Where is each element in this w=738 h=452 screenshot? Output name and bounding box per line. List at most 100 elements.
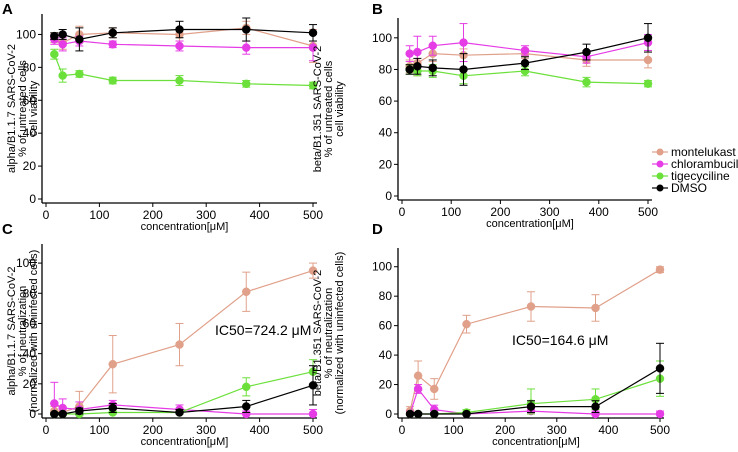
panel-letter: D — [372, 221, 383, 238]
legend-label: montelukast — [671, 145, 736, 159]
x-tick-label: 100 — [441, 205, 461, 219]
data-point — [175, 340, 184, 349]
x-tick-label: 200 — [495, 423, 515, 437]
x-tick-label: 500 — [303, 208, 323, 222]
y-axis-label-line: beta/B1.351 SARS-CoV-2 — [312, 270, 324, 397]
data-point — [413, 47, 422, 57]
data-point — [643, 79, 653, 88]
series-chlorambucil — [405, 23, 653, 69]
series-line — [410, 378, 661, 415]
data-point — [591, 402, 600, 411]
data-point — [50, 49, 59, 59]
x-tick-label: 400 — [598, 423, 618, 437]
data-point — [308, 381, 318, 390]
x-tick-label: 500 — [650, 423, 670, 437]
data-point — [582, 77, 591, 87]
series-montelukast — [405, 265, 665, 416]
y-tick-label: 40 — [23, 347, 37, 361]
x-tick-label: 100 — [444, 423, 464, 437]
y-tick-label: 60 — [23, 93, 37, 107]
data-point — [526, 302, 536, 311]
y-tick-label: 20 — [23, 377, 37, 391]
y-axis-label-line: alpha/B1.1.7 SARS-CoV-2 — [6, 266, 18, 395]
panel-a: A 0 100 200 300 400 500 0 20 40 60 80 100 concentrati… — [2, 1, 323, 233]
y-axis-label-line: beta/B1.351 SARS-CoV-2 — [312, 46, 324, 173]
x-axis-label: concentration[μM] — [141, 221, 229, 233]
data-point — [308, 409, 318, 419]
data-point — [108, 403, 117, 413]
data-point — [520, 58, 530, 68]
panel-letter: C — [2, 221, 13, 238]
legend-marker — [656, 184, 664, 192]
x-tick-label: 300 — [196, 208, 216, 222]
y-tick-label: 20 — [23, 159, 37, 173]
data-point — [58, 30, 67, 39]
data-point — [413, 384, 423, 394]
data-point — [413, 409, 423, 419]
data-point — [655, 364, 665, 373]
data-point — [108, 76, 117, 85]
data-point — [462, 409, 471, 419]
data-point — [413, 62, 422, 71]
data-point — [242, 25, 251, 34]
data-point — [428, 41, 437, 50]
data-point — [108, 359, 117, 369]
data-point — [308, 43, 318, 52]
y-tick-label: 80 — [379, 62, 393, 76]
x-tick-label: 100 — [89, 423, 109, 437]
data-point — [308, 266, 318, 275]
series-dmso — [405, 23, 653, 86]
data-point — [242, 79, 251, 89]
legend-marker — [656, 148, 664, 156]
series-chlorambucil — [50, 33, 318, 62]
y-axis-label-line: % of untreated cells — [323, 60, 335, 157]
x-tick-label: 200 — [143, 423, 163, 437]
data-point — [175, 41, 184, 51]
data-point — [75, 406, 84, 416]
data-point — [58, 71, 67, 80]
data-point — [520, 46, 530, 55]
data-point — [50, 31, 59, 41]
data-point — [430, 409, 439, 419]
y-tick-label: 100 — [372, 31, 392, 45]
x-tick-label: 400 — [589, 205, 609, 219]
panel-letter: B — [372, 1, 383, 18]
data-point — [242, 287, 251, 297]
y-tick-label: 0 — [385, 407, 392, 421]
panel-b: B 0 100 200 300 400 500 0 20 40 60 80 100 concentrati… — [312, 1, 658, 230]
data-point — [582, 47, 591, 57]
legend-marker — [656, 172, 664, 180]
panel-d: D 0 100 200 300 400 500 0 20 40 60 80 100 concentrati… — [312, 221, 670, 448]
data-point — [462, 319, 471, 329]
y-tick-label: 20 — [379, 378, 393, 392]
data-point — [108, 28, 117, 38]
x-tick-label: 400 — [250, 208, 270, 222]
data-point — [459, 65, 468, 74]
x-axis-label: concentration[μM] — [492, 436, 580, 448]
y-tick-label: 60 — [23, 316, 37, 330]
data-point — [643, 33, 653, 43]
data-point — [50, 399, 59, 408]
data-point — [175, 76, 184, 85]
data-point — [428, 63, 437, 73]
y-tick-label: 40 — [379, 126, 393, 140]
y-tick-label: 100 — [16, 256, 36, 270]
series-tigecyciline — [50, 48, 318, 90]
data-point — [459, 38, 468, 47]
data-point — [108, 40, 117, 49]
y-axis-label-line: % of untreated cells — [17, 60, 29, 157]
data-point — [308, 28, 318, 38]
panel-c: C 0 100 200 300 400 500 0 20 40 60 80 100 concentrati… — [2, 221, 323, 448]
x-axis-label: concentration[μM] — [141, 436, 229, 448]
data-point — [405, 65, 414, 74]
data-point — [175, 408, 184, 417]
x-tick-label: 0 — [399, 423, 406, 437]
series-montelukast — [50, 262, 318, 417]
y-tick-label: 20 — [379, 157, 393, 171]
data-point — [58, 40, 67, 49]
y-axis-label-line: cell viability — [28, 80, 40, 136]
ic50-annotation: IC50=164.6 μM — [512, 332, 608, 348]
data-point — [308, 81, 318, 90]
y-tick-label: 80 — [23, 60, 37, 74]
